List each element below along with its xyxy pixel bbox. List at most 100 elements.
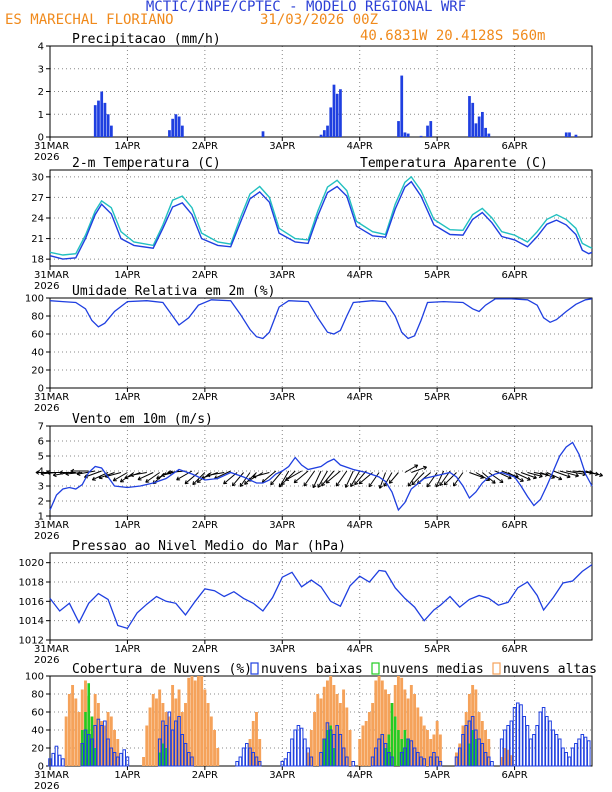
- humidity-xtick-label: 6APR: [501, 392, 527, 403]
- wind-arrow: [281, 470, 296, 486]
- wind-arrowhead: [325, 479, 330, 484]
- cloud-high-bar: [371, 703, 375, 766]
- pressure-ytick-label: 1012: [19, 636, 44, 647]
- humidity-ytick-label: 0: [38, 384, 44, 395]
- wind-arrowhead: [40, 471, 45, 476]
- cloud-high-bar: [500, 757, 504, 766]
- wind-arrowhead: [439, 482, 444, 487]
- wind-arrowhead: [407, 482, 412, 487]
- clouds-ytick-label: 20: [31, 744, 44, 755]
- cloud-high-bar: [509, 755, 513, 766]
- cloud-low-bar: [325, 722, 330, 767]
- wind-arrow: [325, 470, 341, 484]
- precip-bar: [564, 132, 568, 137]
- cloud-low-bar: [90, 738, 94, 767]
- cloud-high-bar: [458, 743, 462, 766]
- precip-bar: [319, 134, 323, 137]
- cloud-low-bar: [248, 747, 252, 767]
- wind-arrow: [232, 472, 244, 487]
- precip-bar: [332, 84, 336, 137]
- cloud-low-bar: [283, 758, 288, 767]
- cloud-low-bar: [438, 761, 443, 767]
- cloud-high-bar: [332, 685, 336, 766]
- cloud-low-bar: [467, 720, 472, 767]
- wind-arrow: [248, 472, 264, 482]
- cloud-low-bar: [370, 756, 375, 767]
- wind-arrowhead: [76, 471, 81, 476]
- cloud-high-bar: [158, 689, 162, 766]
- wind-arrowhead: [378, 484, 383, 489]
- wind-arrow: [520, 472, 537, 479]
- temperature-ytick-label: 27: [31, 193, 44, 204]
- cloud-high-bar: [196, 676, 200, 766]
- wind-arrowhead: [124, 475, 129, 480]
- cloud-high-bar: [506, 749, 510, 766]
- wind-arrow: [407, 472, 419, 487]
- temperature-xtick-label: 6APR: [501, 270, 527, 281]
- cloud-low-bar: [499, 738, 504, 767]
- wind-arrowhead: [130, 472, 134, 478]
- pressure-ytick-label: 1016: [19, 597, 44, 608]
- precip-bar: [261, 131, 265, 137]
- cloud-high-bar: [348, 730, 352, 766]
- wind-arrowhead: [368, 483, 373, 488]
- pressure-ytick-label: 1020: [19, 558, 44, 569]
- wind-arrow: [368, 472, 380, 488]
- cloud-low-bar: [112, 752, 117, 767]
- cloud-high-bar: [422, 725, 426, 766]
- cloud-high-bar: [67, 694, 71, 766]
- cloud-low-bar: [322, 738, 327, 767]
- cloud-low-bar: [161, 720, 165, 767]
- cloud-high-bar: [432, 734, 436, 766]
- wind-title: Vento em 10m (m/s): [72, 412, 213, 427]
- cloud-high-bar: [113, 730, 116, 766]
- wind-arrowhead: [206, 472, 211, 478]
- cloud-high-bar: [316, 694, 320, 766]
- cloud-low-bar: [474, 729, 478, 767]
- clouds-ytick-label: 40: [31, 726, 44, 737]
- wind-arrowhead: [119, 478, 124, 483]
- humidity-xtick-label: 4APR: [347, 392, 373, 403]
- precip-year-label: 2026: [34, 152, 59, 163]
- wind-panel: [35, 425, 603, 520]
- cloud-high-bar: [258, 739, 262, 766]
- cloud-low-bar: [477, 738, 481, 767]
- wind-arrowhead: [270, 481, 275, 486]
- cloud-high-bar: [322, 686, 326, 766]
- cloud-high-bar: [467, 694, 471, 766]
- wind-arrowhead: [344, 483, 349, 488]
- cloud-high-bar: [377, 676, 381, 766]
- precip-bar: [174, 114, 178, 137]
- cloud-low-bar: [80, 743, 85, 767]
- cloud-high-bar: [429, 739, 433, 766]
- cloud-low-bar: [328, 729, 333, 767]
- precip-xtick-label: 2APR: [192, 141, 218, 152]
- cloud-high-bar: [216, 748, 220, 766]
- pressure-title: Pressao ao Nivel Medio do Mar (hPa): [72, 539, 346, 554]
- temperature-ytick-label: 21: [31, 234, 44, 245]
- wind-arrowhead: [321, 482, 326, 487]
- cloud-high-bar: [74, 698, 78, 766]
- cloud-low-bar: [390, 756, 394, 767]
- cloud-low-bar: [183, 743, 188, 767]
- cloud-high-bar: [190, 676, 194, 766]
- cloud-legend-label: nuvens medias: [382, 662, 484, 677]
- wind-ytick-label: 3: [38, 482, 44, 493]
- precip-bar: [177, 116, 181, 137]
- wind-arrowhead: [223, 480, 228, 485]
- wind-arrowhead: [156, 475, 161, 480]
- wind-xtick-label: 1APR: [114, 520, 140, 531]
- cloud-low-bar: [190, 756, 194, 767]
- wind-arrowhead: [285, 476, 290, 481]
- cloud-high-bar: [206, 703, 210, 766]
- cloud-high-bar: [380, 680, 384, 766]
- apparent-temp-legend: Temperatura Aparente (C): [360, 156, 548, 171]
- cloud-low-bar: [399, 752, 404, 767]
- cloud-low-bar: [241, 747, 246, 767]
- cloud-high-bar: [387, 694, 391, 766]
- cloud-low-bar: [419, 756, 423, 767]
- cloud-high-bar: [471, 685, 475, 766]
- humidity-ytick-label: 20: [31, 366, 44, 377]
- wind-arrowhead: [176, 476, 181, 481]
- cloud-mid-bar: [84, 712, 87, 766]
